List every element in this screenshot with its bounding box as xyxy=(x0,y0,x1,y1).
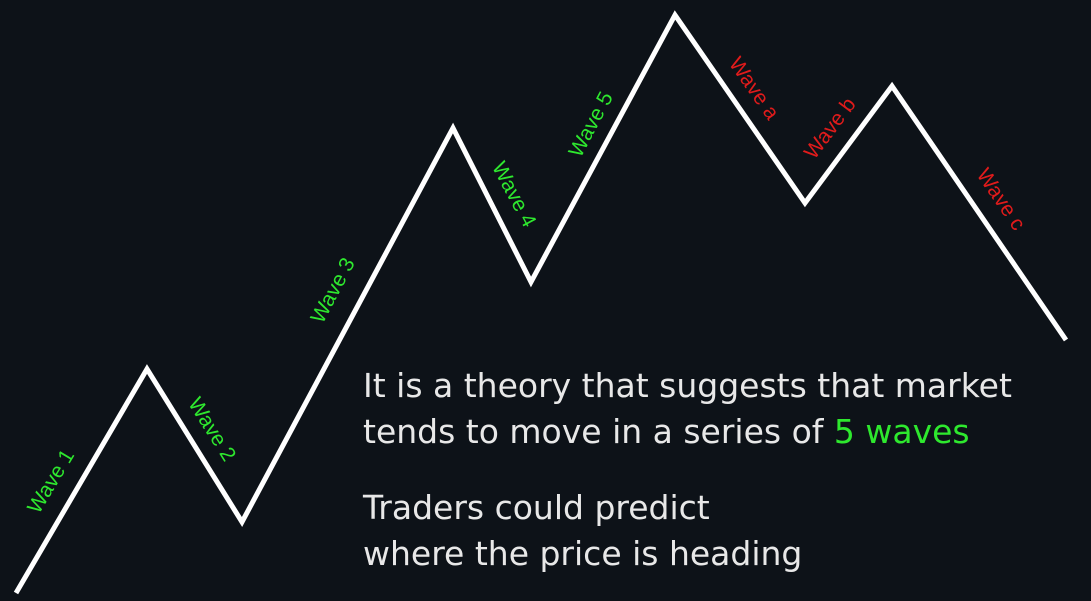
theory-caption: It is a theory that suggests that market… xyxy=(363,363,1012,455)
wave-a-label: Wave a xyxy=(724,53,783,124)
prediction-caption: Traders could predict where the price is… xyxy=(363,485,802,577)
wave-b-label: Wave b xyxy=(800,93,861,163)
caption-line-2-text: tends to move in a series of xyxy=(363,412,834,451)
wave-1-label: Wave 1 xyxy=(23,445,79,517)
caption-line-4: where the price is heading xyxy=(363,534,803,573)
price-wave-line xyxy=(13,10,1069,595)
caption-line-1: It is a theory that suggests that market xyxy=(363,366,1012,405)
caption-line-3: Traders could predict xyxy=(363,488,710,527)
wave-4-label: Wave 4 xyxy=(487,158,541,231)
wave-2-label: Wave 2 xyxy=(183,394,240,466)
wave-5-label: Wave 5 xyxy=(564,88,617,161)
five-waves-highlight: 5 waves xyxy=(833,412,970,451)
caption-line-2: tends to move in a series of 5 waves xyxy=(363,409,1012,455)
wave-c-label: Wave c xyxy=(972,164,1030,234)
